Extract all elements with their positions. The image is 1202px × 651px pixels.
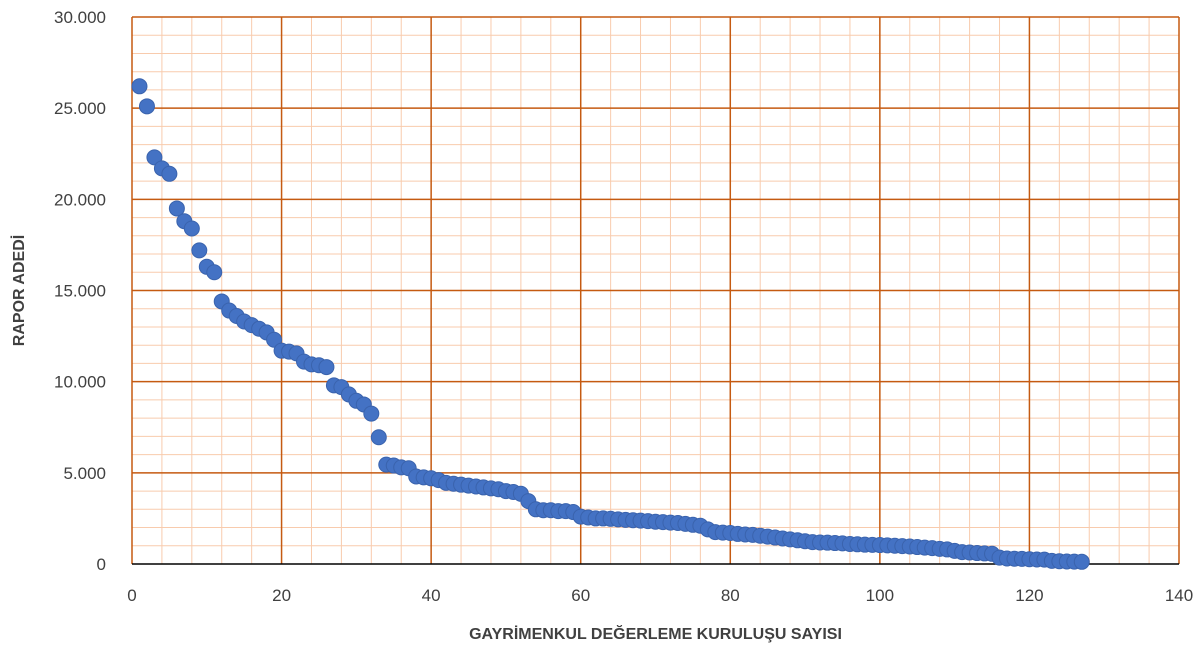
x-tick-label: 0 (127, 586, 136, 605)
data-point (1073, 553, 1090, 570)
y-axis-title: RAPOR ADEDİ (10, 235, 28, 346)
data-point (370, 429, 387, 446)
data-point (138, 98, 155, 115)
x-tick-label: 20 (272, 586, 291, 605)
data-point (191, 242, 208, 259)
y-tick-label: 20.000 (54, 190, 106, 209)
x-tick-label: 120 (1015, 586, 1043, 605)
x-axis-title: GAYRİMENKUL DEĞERLEME KURULUŞU SAYISI (469, 624, 842, 643)
x-tick-label: 100 (866, 586, 894, 605)
y-tick-label: 30.000 (54, 8, 106, 27)
data-point (131, 78, 148, 95)
data-point (206, 264, 223, 281)
x-tick-label: 40 (422, 586, 441, 605)
y-tick-labels: 0 5.000 10.000 15.000 20.000 25.000 30.000 (54, 8, 106, 574)
y-tick-label: 5.000 (63, 464, 106, 483)
y-tick-label: 15.000 (54, 282, 106, 301)
x-tick-label: 60 (571, 586, 590, 605)
data-point (318, 359, 335, 376)
y-tick-label: 25.000 (54, 99, 106, 118)
x-tick-label: 80 (721, 586, 740, 605)
data-point (266, 331, 283, 348)
y-tick-label: 10.000 (54, 373, 106, 392)
major-gridlines (132, 16, 1180, 564)
y-tick-label: 0 (97, 555, 106, 574)
data-point (161, 165, 178, 182)
data-points (131, 78, 1090, 570)
x-tick-label: 140 (1165, 586, 1193, 605)
data-point (363, 405, 380, 422)
data-point (168, 200, 185, 217)
x-tick-labels: 0 20 40 60 80 100 120 140 (127, 586, 1193, 605)
data-point (183, 220, 200, 237)
data-point (146, 149, 163, 166)
